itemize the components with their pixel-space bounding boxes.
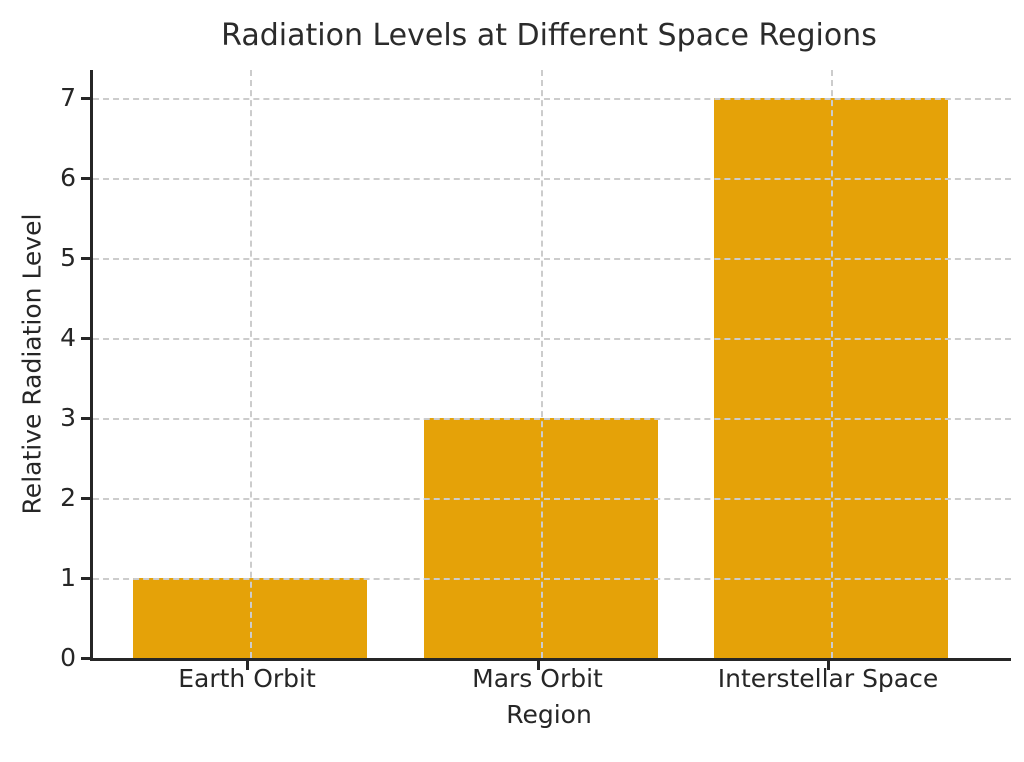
x-axis-title: Region bbox=[506, 700, 592, 729]
chart-title: Radiation Levels at Different Space Regi… bbox=[221, 18, 877, 53]
x-tick-label: Mars Orbit bbox=[472, 664, 603, 693]
y-tick-mark bbox=[81, 257, 90, 260]
y-tick-mark bbox=[81, 417, 90, 420]
x-tick-label: Interstellar Space bbox=[717, 664, 939, 693]
y-tick-label: 7 bbox=[60, 83, 76, 112]
x-tick-mark bbox=[827, 661, 830, 670]
y-tick-mark bbox=[81, 577, 90, 580]
x-tick-mark bbox=[536, 661, 540, 670]
bar-mars-orbit bbox=[423, 418, 658, 658]
y-tick-label: 4 bbox=[60, 323, 76, 352]
y-tick-label: 0 bbox=[60, 643, 76, 672]
y-tick-mark bbox=[81, 97, 90, 100]
x-tick-label: Earth Orbit bbox=[178, 664, 316, 693]
y-tick-mark bbox=[81, 497, 90, 500]
y-tick-label: 1 bbox=[60, 563, 76, 592]
plot-area bbox=[90, 70, 1011, 661]
y-tick-label: 5 bbox=[60, 243, 76, 272]
y-tick-label: 6 bbox=[60, 163, 76, 192]
y-tick-mark bbox=[81, 337, 90, 340]
y-tick-label: 3 bbox=[60, 403, 76, 432]
bar-interstellar-space bbox=[714, 98, 948, 658]
bar-earth-orbit bbox=[133, 578, 367, 658]
y-tick-label: 2 bbox=[60, 483, 76, 512]
bars-layer bbox=[93, 70, 1011, 658]
y-tick-mark bbox=[81, 657, 90, 660]
y-tick-mark bbox=[81, 177, 90, 180]
x-tick-mark bbox=[246, 661, 249, 670]
